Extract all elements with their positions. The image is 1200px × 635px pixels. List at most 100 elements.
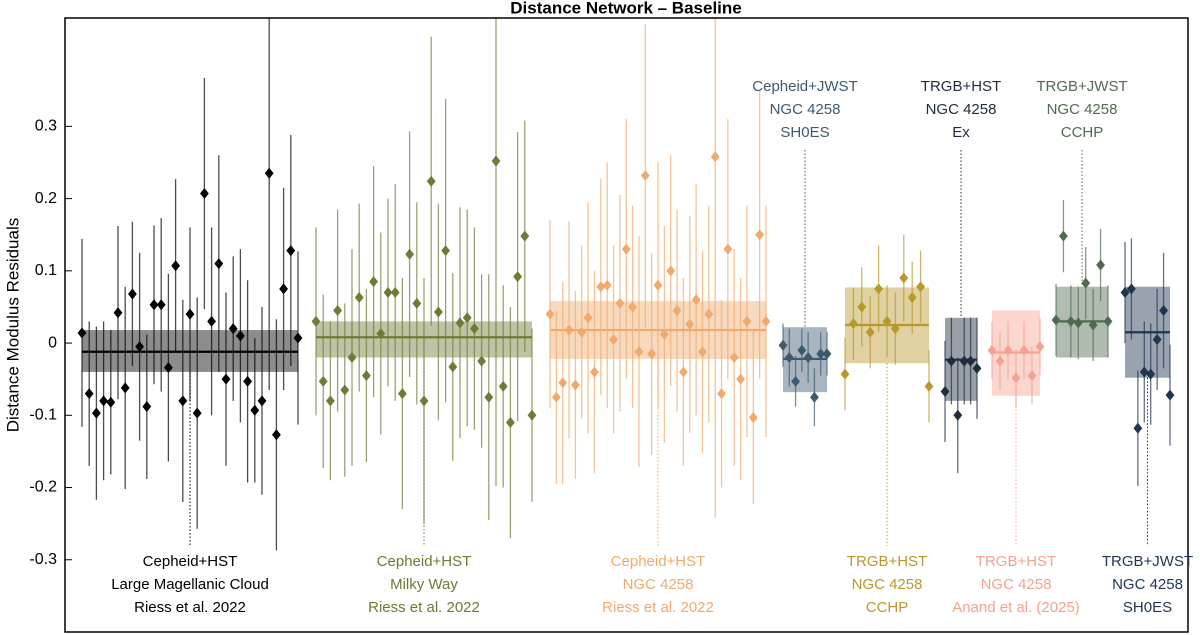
group-label: Riess et al. 2022 (134, 599, 246, 616)
group-label: Large Magellanic Cloud (111, 576, 269, 593)
data-point (1081, 277, 1091, 289)
data-point (106, 396, 116, 408)
data-point (214, 258, 224, 270)
group-label: Riess et al. 2022 (368, 599, 480, 616)
data-point (628, 301, 637, 313)
y-tick-label: 0.2 (35, 190, 57, 207)
data-point (564, 324, 574, 336)
data-point (791, 375, 800, 387)
group-label: Cepheid+HST (377, 553, 472, 570)
data-point (679, 366, 688, 378)
data-point (405, 248, 414, 260)
data-point (1088, 319, 1098, 331)
data-point (354, 292, 364, 304)
group-label: SH0ES (1123, 599, 1172, 616)
data-point (1035, 341, 1045, 353)
data-point (583, 312, 593, 324)
data-point (77, 327, 87, 339)
data-point (755, 229, 765, 241)
data-point (491, 155, 501, 167)
data-point (128, 288, 137, 300)
data-point (192, 407, 202, 419)
group-label: TRGB+HST (847, 553, 927, 570)
data-point (916, 281, 925, 293)
data-point (477, 355, 486, 367)
data-point (924, 380, 934, 392)
data-point (1066, 315, 1076, 327)
data-point (857, 301, 867, 313)
data-point (333, 305, 342, 317)
data-point (1051, 314, 1061, 326)
data-point (602, 279, 612, 291)
data-point (1073, 317, 1083, 329)
data-point (940, 385, 950, 397)
plot-area (77, 18, 1175, 551)
data-point (293, 332, 303, 344)
y-tick-label: -0.2 (29, 479, 57, 496)
data-point (498, 380, 508, 392)
data-point (953, 409, 963, 421)
data-point (882, 315, 892, 327)
data-point (778, 339, 788, 351)
data-point (1165, 389, 1175, 401)
group-label: NGC 4258 (852, 576, 923, 593)
data-point (200, 188, 209, 200)
data-point (340, 384, 350, 396)
data-point (142, 401, 152, 413)
data-point (966, 355, 975, 367)
data-point (164, 362, 173, 374)
data-point (185, 308, 195, 320)
data-point (1019, 344, 1029, 356)
data-point (685, 318, 695, 330)
data-point (987, 344, 997, 356)
data-point (577, 326, 587, 338)
data-point (1027, 370, 1037, 382)
group-label: NGC 4258 (623, 576, 694, 593)
group-label: SH0ES (780, 124, 829, 141)
data-point (398, 388, 407, 400)
group-label: TRGB+HST (921, 78, 1001, 95)
data-point (156, 299, 166, 311)
group-label: Cepheid+JWST (752, 78, 857, 95)
data-point (1096, 259, 1105, 271)
data-point (621, 243, 631, 255)
data-point (470, 323, 479, 335)
plot-frame (64, 17, 1189, 633)
data-point (326, 395, 335, 407)
data-point (99, 395, 108, 407)
data-point (672, 305, 682, 317)
data-point (412, 297, 422, 309)
group-label: TRGB+HST (976, 553, 1056, 570)
y-tick-label: 0 (48, 334, 57, 351)
data-point (849, 318, 858, 330)
data-point (1159, 305, 1168, 317)
data-point (1103, 315, 1113, 327)
data-point (995, 355, 1005, 367)
data-point (1120, 286, 1130, 298)
data-point (609, 333, 618, 345)
data-point (455, 317, 465, 329)
data-point (748, 411, 758, 423)
data-point (640, 169, 650, 181)
data-point (810, 391, 819, 403)
data-point (520, 230, 530, 242)
data-point (797, 344, 807, 356)
data-point (207, 315, 216, 327)
data-point (243, 375, 252, 387)
y-tick-label: 0.3 (35, 118, 57, 135)
data-point (441, 245, 450, 257)
data-point (784, 352, 794, 364)
data-point (691, 294, 701, 306)
data-point (634, 346, 644, 358)
data-point (92, 407, 101, 419)
data-point (545, 308, 555, 320)
data-point (865, 326, 875, 338)
data-point (484, 391, 494, 403)
group-label: CCHP (1061, 124, 1104, 141)
data-point (590, 366, 599, 378)
group-label: CCHP (866, 599, 909, 616)
data-point (698, 346, 707, 358)
data-point (1139, 366, 1149, 378)
group-label: TRGB+JWST (1036, 78, 1127, 95)
data-point (250, 404, 260, 416)
